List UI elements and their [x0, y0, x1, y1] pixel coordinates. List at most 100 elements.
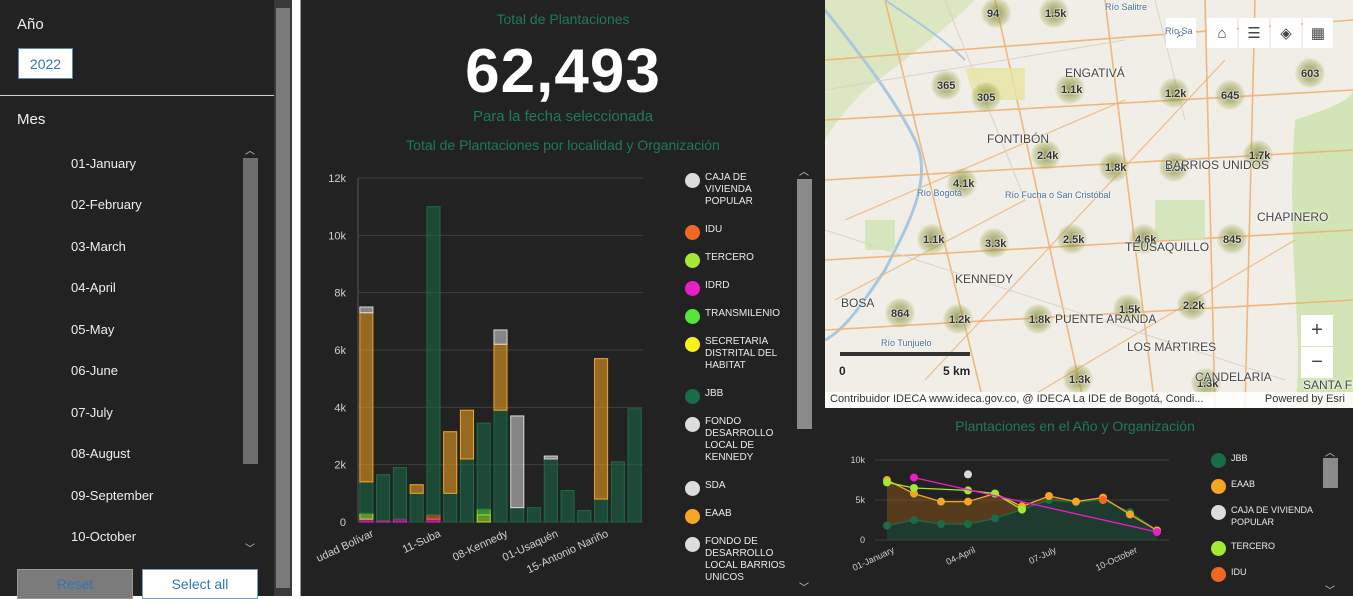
- month-item[interactable]: 06-June: [71, 363, 118, 378]
- bar-segment[interactable]: [459, 458, 475, 523]
- cluster-marker[interactable]: [917, 224, 947, 254]
- bar-segment[interactable]: [426, 514, 441, 520]
- data-point[interactable]: [883, 521, 891, 530]
- cluster-marker[interactable]: [981, 0, 1011, 28]
- legend-item[interactable]: EAAB: [685, 508, 787, 524]
- legend-scrollbar[interactable]: ︿ ﹀: [1323, 444, 1338, 597]
- cluster-marker[interactable]: [1113, 294, 1143, 324]
- bar-segment[interactable]: [409, 484, 424, 494]
- legend-item[interactable]: SECRETARIA DISTRITAL DEL HABITAT: [685, 336, 787, 372]
- cluster-marker[interactable]: [1129, 224, 1159, 254]
- cluster-marker[interactable]: [1217, 224, 1247, 254]
- bar-segment[interactable]: [376, 474, 391, 522]
- bar-segment[interactable]: [526, 507, 542, 523]
- list-icon[interactable]: ☰: [1239, 18, 1269, 48]
- zoom-in-button[interactable]: +: [1301, 315, 1333, 346]
- month-item[interactable]: 10-October: [71, 529, 137, 544]
- cluster-marker[interactable]: [971, 82, 1001, 112]
- data-point[interactable]: [883, 478, 891, 487]
- year-option-button[interactable]: 2022: [18, 48, 73, 79]
- cluster-marker[interactable]: [1215, 80, 1245, 110]
- cluster-marker[interactable]: [1295, 58, 1325, 88]
- map-view[interactable]: ⌕ ⌂ ☰ ◈ ▦ + − 94 1.5k 603 365 305 1.1k 1.2k 645…: [825, 0, 1353, 408]
- legend-item[interactable]: FONDO DESARROLLO LOCAL DE KENNEDY: [685, 416, 787, 464]
- data-point[interactable]: [910, 484, 918, 492]
- bar-segment[interactable]: [392, 467, 407, 520]
- filter-panel-scrollbar[interactable]: [274, 0, 292, 596]
- bar-segment[interactable]: [493, 343, 508, 411]
- home-icon[interactable]: ⌂: [1207, 18, 1237, 48]
- month-item[interactable]: 04-April: [71, 280, 116, 295]
- select-all-button[interactable]: Select all: [142, 569, 258, 599]
- data-point[interactable]: [1099, 496, 1107, 504]
- legend-item[interactable]: IDU: [1211, 566, 1313, 582]
- data-point[interactable]: [964, 520, 972, 528]
- bar-segment[interactable]: [543, 455, 558, 460]
- data-point[interactable]: [1126, 510, 1134, 519]
- scroll-down-icon[interactable]: ﹀: [245, 544, 255, 555]
- cluster-marker[interactable]: [1159, 78, 1189, 108]
- cluster-marker[interactable]: [979, 228, 1009, 258]
- legend-item[interactable]: IDRD: [685, 280, 787, 296]
- cluster-marker[interactable]: [1023, 304, 1053, 334]
- scroll-up-icon[interactable]: ︿: [245, 146, 255, 157]
- bar-segment[interactable]: [359, 312, 374, 483]
- legend-item[interactable]: FONDO DE DESARROLLO LOCAL BARRIOS UNICOS: [685, 536, 787, 584]
- month-item[interactable]: 08-August: [71, 446, 131, 461]
- data-point[interactable]: [964, 497, 972, 506]
- powered-by-esri[interactable]: Powered by Esri: [1264, 393, 1345, 405]
- layers-icon[interactable]: ◈: [1271, 18, 1301, 48]
- month-item[interactable]: 03-March: [71, 239, 126, 254]
- bar-segment[interactable]: [493, 409, 508, 523]
- legend-item[interactable]: TRANSMILENIO: [685, 308, 787, 324]
- data-point[interactable]: [991, 514, 999, 523]
- data-point[interactable]: [910, 489, 918, 498]
- month-scrollbar[interactable]: ︿ ﹀: [242, 142, 258, 558]
- cluster-marker[interactable]: [1031, 140, 1061, 170]
- map-canvas[interactable]: [825, 0, 1353, 408]
- month-item[interactable]: 05-May: [71, 322, 115, 337]
- bar-segment[interactable]: [443, 492, 458, 523]
- bar-segment[interactable]: [594, 358, 609, 500]
- cluster-marker[interactable]: [1039, 0, 1069, 28]
- legend-item[interactable]: EAAB: [1211, 478, 1313, 494]
- cluster-marker[interactable]: [1159, 152, 1189, 182]
- data-point[interactable]: [910, 516, 918, 524]
- cluster-marker[interactable]: [943, 304, 973, 334]
- month-item[interactable]: 01-January: [71, 156, 137, 171]
- legend-item[interactable]: TERCERO: [685, 252, 787, 268]
- legend-item[interactable]: CAJA DE VIVIENDA POPULAR: [1211, 504, 1313, 528]
- cluster-marker[interactable]: [947, 168, 977, 198]
- bar-segment[interactable]: [443, 431, 458, 494]
- scroll-down-icon[interactable]: ﹀: [799, 583, 809, 594]
- month-item[interactable]: 09-September: [71, 488, 154, 503]
- bar-segment[interactable]: [459, 409, 475, 460]
- month-item[interactable]: 02-February: [71, 197, 142, 212]
- legend-item[interactable]: CAJA DE VIVIENDA POPULAR: [685, 172, 787, 208]
- scrollbar-thumb[interactable]: [243, 158, 258, 464]
- scrollbar-thumb[interactable]: [797, 179, 812, 429]
- data-point[interactable]: [1018, 505, 1026, 514]
- cluster-marker[interactable]: [1177, 290, 1207, 320]
- bar-segment[interactable]: [359, 512, 374, 520]
- cluster-marker[interactable]: [931, 70, 961, 100]
- bar-segment[interactable]: [476, 422, 491, 510]
- bar-segment[interactable]: [627, 408, 642, 523]
- scrollbar-thumb[interactable]: [276, 8, 290, 588]
- cluster-marker[interactable]: [1055, 74, 1085, 104]
- qr-code-icon[interactable]: ▦: [1303, 18, 1333, 48]
- cluster-marker[interactable]: [885, 298, 915, 328]
- zoom-out-button[interactable]: −: [1301, 347, 1333, 378]
- bar-segment[interactable]: [510, 507, 525, 523]
- month-item[interactable]: 07-July: [71, 405, 113, 420]
- scroll-up-icon[interactable]: ︿: [799, 167, 809, 178]
- bar-segment[interactable]: [510, 415, 525, 509]
- scroll-down-icon[interactable]: ﹀: [1325, 586, 1335, 597]
- cluster-marker[interactable]: [1099, 152, 1129, 182]
- cluster-marker[interactable]: [1243, 140, 1273, 170]
- bar-segment[interactable]: [594, 498, 609, 523]
- bar-segment[interactable]: [577, 510, 592, 523]
- legend-item[interactable]: SDA: [685, 480, 787, 496]
- legend-item[interactable]: JBB: [1211, 452, 1313, 468]
- reset-button[interactable]: Reset: [17, 569, 133, 599]
